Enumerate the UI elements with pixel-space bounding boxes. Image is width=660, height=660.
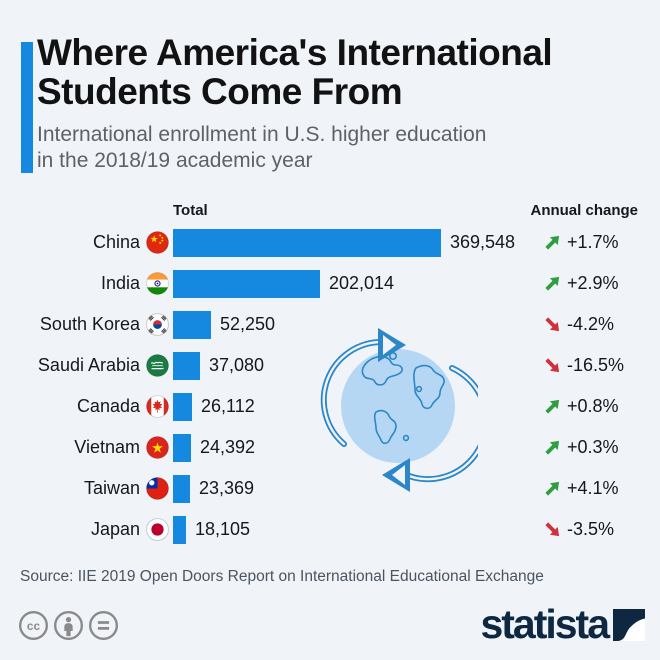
change-cell: +1.7% xyxy=(544,232,619,253)
change-cell: -4.2% xyxy=(544,314,614,335)
page-title: Where America's International Students C… xyxy=(37,33,642,111)
country-label: Japan xyxy=(90,519,140,539)
table-row: China 369,548 +1.7% xyxy=(0,222,660,263)
trend-up-icon xyxy=(545,399,560,414)
license-icons: cc xyxy=(18,610,119,641)
trend-down-icon xyxy=(545,522,560,537)
country-label: Saudi Arabia xyxy=(37,355,140,375)
subtitle-line-1: International enrollment in U.S. higher … xyxy=(37,123,487,146)
change-value: +4.1% xyxy=(567,478,619,498)
total-value: 52,250 xyxy=(220,314,276,334)
no-derivatives-icon xyxy=(89,611,118,640)
total-bar xyxy=(173,474,190,503)
total-value: 18,105 xyxy=(195,519,251,539)
total-bar xyxy=(173,351,200,380)
page-subtitle: International enrollment in U.S. higher … xyxy=(37,122,597,174)
change-cell: +0.3% xyxy=(544,437,619,458)
country-label: Canada xyxy=(76,396,140,416)
country-label: Vietnam xyxy=(74,437,140,457)
change-cell: -3.5% xyxy=(544,519,614,540)
total-bar xyxy=(173,228,441,257)
south-korea-flag-icon xyxy=(146,313,169,336)
saudi-arabia-flag-icon xyxy=(146,354,169,377)
change-value: -16.5% xyxy=(567,355,625,375)
statista-wordmark: statista xyxy=(480,601,610,647)
change-value: +0.3% xyxy=(567,437,619,457)
change-cell: +4.1% xyxy=(544,478,619,499)
trend-up-icon xyxy=(545,481,560,496)
trend-up-icon xyxy=(545,276,560,291)
trend-up-icon xyxy=(545,235,560,250)
subtitle-line-2: in the 2018/19 academic year xyxy=(37,149,313,172)
column-header-total: Total xyxy=(173,202,208,219)
total-value: 23,369 xyxy=(199,478,255,498)
statista-logo-icon xyxy=(613,609,645,641)
trend-up-icon xyxy=(545,440,560,455)
table-row: South Korea 52,250 xyxy=(0,304,660,345)
trend-down-icon xyxy=(545,358,560,373)
table-row: Canada 26,112 +0.8% xyxy=(0,386,660,427)
table-row: Vietnam 24,392 +0.3% xyxy=(0,427,660,468)
title-accent-bar xyxy=(21,42,33,173)
cc-license-icon: cc xyxy=(19,611,48,640)
total-bar xyxy=(173,392,192,421)
country-label: China xyxy=(92,232,140,252)
total-bar xyxy=(173,433,191,462)
country-label: India xyxy=(100,273,140,293)
canada-flag-icon xyxy=(146,395,169,418)
total-bar xyxy=(173,515,186,544)
table-row: Japan 18,105 -3.5% xyxy=(0,509,660,550)
india-flag-icon xyxy=(146,272,169,295)
total-bar xyxy=(173,310,211,339)
attribution-icon xyxy=(54,611,83,640)
total-value: 369,548 xyxy=(450,232,516,252)
vietnam-flag-icon xyxy=(146,436,169,459)
table-row: Taiwan 23,369 +4.1% xyxy=(0,468,660,509)
column-header-annual-change: Annual change xyxy=(530,202,638,219)
source-note: Source: IIE 2019 Open Doors Report on In… xyxy=(20,568,544,585)
total-bar xyxy=(173,269,320,298)
country-label: Taiwan xyxy=(83,478,140,498)
total-value: 37,080 xyxy=(209,355,265,375)
taiwan-flag-icon xyxy=(146,477,169,500)
statista-logo: statista xyxy=(480,601,645,647)
change-value: -4.2% xyxy=(567,314,615,334)
change-value: +2.9% xyxy=(567,273,619,293)
total-value: 26,112 xyxy=(201,396,255,416)
total-value: 24,392 xyxy=(200,437,256,457)
change-cell: +0.8% xyxy=(544,396,619,417)
change-value: +0.8% xyxy=(567,396,619,416)
change-cell: -16.5% xyxy=(544,355,624,376)
table-row: India 202,014 +2.9% xyxy=(0,263,660,304)
title-line-2: Students Come From xyxy=(37,71,403,112)
total-value: 202,014 xyxy=(329,273,395,293)
change-value: +1.7% xyxy=(567,232,619,252)
country-label: South Korea xyxy=(39,314,140,334)
table-row: Saudi Arabia 37,080 -16.5% xyxy=(0,345,660,386)
title-line-1: Where America's International xyxy=(37,32,553,73)
china-flag-icon xyxy=(146,231,169,254)
change-cell: +2.9% xyxy=(544,273,619,294)
japan-flag-icon xyxy=(146,518,169,541)
change-value: -3.5% xyxy=(567,519,615,539)
globe-exchange-icon xyxy=(320,328,478,492)
trend-down-icon xyxy=(545,317,560,332)
bar-chart: China 369,548 +1.7% India xyxy=(0,222,660,550)
svg-text:cc: cc xyxy=(27,619,41,633)
